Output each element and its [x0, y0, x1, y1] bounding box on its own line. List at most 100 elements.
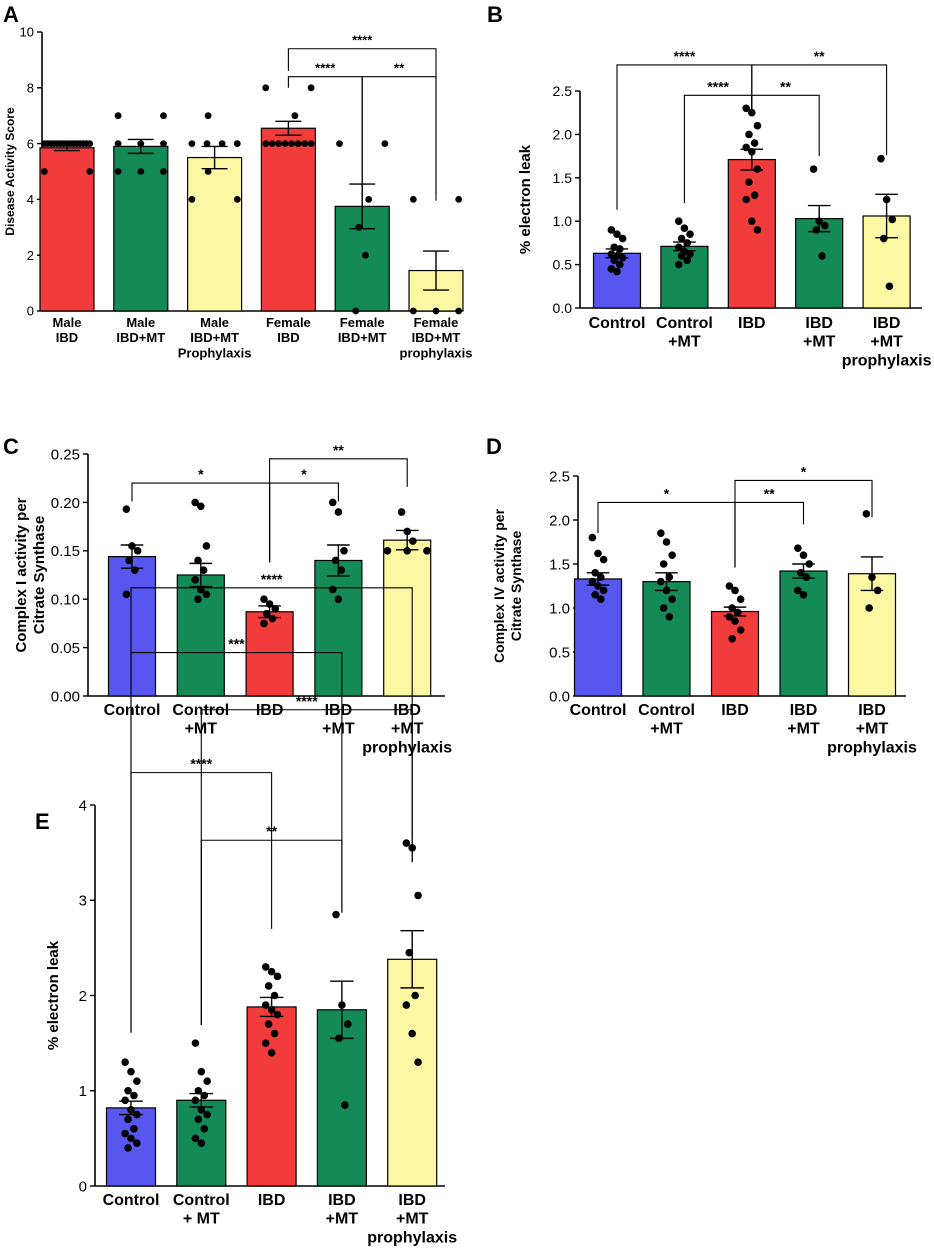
data-point — [686, 250, 694, 258]
data-point — [674, 217, 683, 225]
y-tick-label: 0.00 — [51, 688, 80, 705]
y-tick-label: 0.20 — [51, 495, 80, 512]
data-point — [594, 582, 602, 590]
data-point — [873, 586, 882, 595]
category-label: IBD+MT — [338, 330, 387, 345]
data-point — [753, 121, 762, 130]
data-point — [332, 910, 340, 919]
y-tick-label: 2 — [27, 248, 34, 263]
data-point — [594, 549, 602, 558]
significance-label: *** — [228, 636, 245, 652]
category-label: Control — [103, 1192, 160, 1209]
data-point — [114, 112, 122, 120]
significance-bracket — [131, 482, 271, 563]
category-label: +MT — [326, 1211, 359, 1228]
data-point — [124, 1144, 132, 1152]
bar — [779, 570, 828, 697]
data-point — [753, 165, 762, 173]
data-point — [668, 551, 676, 559]
category-label: Female — [414, 315, 459, 330]
data-point — [677, 234, 686, 243]
data-point — [794, 586, 802, 595]
y-axis-title: % electron leak — [45, 940, 62, 1050]
significance-label: ** — [764, 485, 775, 501]
category-label: IBD — [398, 1192, 426, 1209]
y-tick-label: 0.0 — [549, 688, 570, 705]
data-point — [677, 252, 686, 260]
significance-label: ** — [780, 78, 791, 94]
significance-label: **** — [352, 33, 373, 48]
data-point — [868, 573, 876, 581]
data-point — [742, 195, 750, 204]
data-point — [352, 307, 360, 315]
panel-b: B 0.0 0.5 1.0 1.5 2.0 2.5 % electron leak Contr… — [487, 2, 932, 369]
bar — [642, 580, 691, 697]
data-point — [262, 84, 270, 92]
data-point — [432, 307, 440, 315]
y-tick-label: 2.0 — [553, 126, 573, 142]
significance-label: **** — [296, 693, 318, 709]
data-point — [328, 498, 337, 507]
data-point — [805, 560, 813, 568]
data-point — [267, 1005, 276, 1014]
data-point — [191, 498, 199, 507]
data-point — [796, 569, 805, 577]
panel-c: C 0.00 0.05 0.10 0.15 0.20 0.25 Complex I acti… — [3, 434, 452, 756]
data-point — [260, 595, 268, 603]
data-point — [262, 140, 270, 148]
data-point — [194, 556, 202, 565]
data-point — [865, 604, 873, 612]
data-point — [202, 542, 211, 550]
y-tick-label: 0.10 — [51, 592, 80, 609]
data-point — [818, 252, 826, 260]
category-label: Control — [173, 1192, 230, 1209]
data-point — [124, 1086, 132, 1095]
data-point — [731, 586, 739, 595]
data-point — [408, 1029, 417, 1038]
significance-label: **** — [674, 48, 696, 64]
data-point — [261, 1001, 270, 1009]
category-label: IBD — [721, 702, 749, 719]
panel-label-c: C — [3, 434, 19, 459]
data-point — [267, 1048, 276, 1057]
y-tick-label: 8 — [27, 80, 34, 95]
y-tick-label: 2.5 — [553, 83, 573, 99]
data-point — [291, 112, 299, 120]
data-point — [86, 140, 94, 148]
category-label: Female — [340, 315, 385, 330]
significance-bracket — [751, 94, 820, 157]
data-point — [233, 196, 241, 203]
category-label: +MT — [668, 334, 701, 351]
data-point — [335, 1034, 343, 1043]
category-label: +MT — [856, 721, 889, 738]
data-point — [191, 1134, 200, 1143]
category-label: Control — [570, 702, 627, 719]
y-axis-title: Disease Activity Score — [3, 107, 17, 236]
category-label: IBD — [393, 702, 421, 719]
category-label: IBD+MT — [412, 330, 461, 345]
data-point — [338, 1001, 346, 1009]
data-point — [268, 614, 277, 623]
category-label: prophylaxis — [827, 739, 917, 756]
y-tick-label: 6 — [27, 136, 34, 151]
data-point — [122, 590, 131, 599]
data-point — [128, 542, 136, 550]
y-axis-title: Complex IV activity perCitrate Synthase — [491, 508, 524, 663]
data-point — [218, 140, 226, 148]
data-point — [862, 510, 871, 518]
data-point — [668, 595, 676, 603]
bar — [710, 610, 760, 697]
data-point — [794, 544, 802, 552]
data-point — [328, 585, 337, 594]
data-point — [748, 147, 756, 156]
category-label: prophylaxis — [367, 1229, 457, 1246]
significance-bracket — [751, 64, 888, 156]
data-point — [261, 963, 270, 971]
significance-bracket — [130, 772, 273, 1033]
significance-bracket — [200, 839, 343, 1026]
data-point — [340, 547, 348, 555]
data-point — [137, 140, 145, 148]
category-label: prophylaxis — [362, 739, 452, 756]
